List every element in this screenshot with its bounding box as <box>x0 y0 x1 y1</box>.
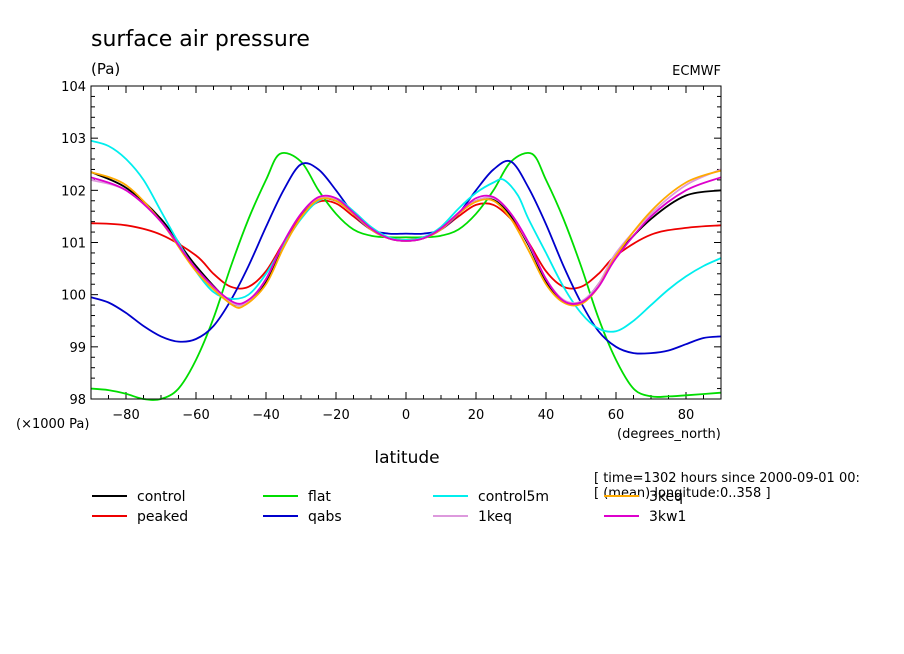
y-tick-label: 98 <box>69 393 86 408</box>
y-tick-label: 103 <box>61 132 86 147</box>
chart-source: ECMWF <box>672 64 721 79</box>
y-tick-label: 99 <box>69 341 86 356</box>
y-tick-label: 100 <box>61 289 86 304</box>
x-tick-label: −40 <box>252 408 279 423</box>
info-line-time: [ time=1302 hours since 2000-09-01 00: <box>594 471 860 486</box>
series-line-qabs <box>90 159 722 355</box>
chart-title: surface air pressure <box>91 27 310 52</box>
y-scale-label: (×1000 Pa) <box>16 417 89 432</box>
series-line-3kw1 <box>90 176 722 305</box>
x-tick-label: 40 <box>538 408 555 423</box>
x-axis-title: latitude <box>374 448 439 468</box>
axis-ticks: −80 −60 −40 −20 0 20 40 60 80 98 99 100 101 102 103 104 <box>61 80 722 423</box>
legend-label-peaked: peaked <box>137 509 188 525</box>
series-line-control5m <box>90 139 722 333</box>
info-line-longitude: [ (mean) longitude:0..358 ] <box>594 486 771 501</box>
legend: control peaked flat qabs control5m 1keq 3keq 3k… <box>92 489 686 525</box>
legend-label-1keq: 1keq <box>478 509 512 525</box>
series-lines <box>90 139 722 401</box>
x-tick-label: 0 <box>402 408 410 423</box>
legend-label-qabs: qabs <box>308 509 342 525</box>
x-unit-label: (degrees_north) <box>617 427 721 442</box>
y-tick-label: 102 <box>61 184 86 199</box>
x-tick-label: −60 <box>182 408 209 423</box>
legend-label-control5m: control5m <box>478 489 549 505</box>
x-tick-label: −80 <box>112 408 139 423</box>
legend-label-3keq: 3keq <box>649 489 683 505</box>
plot-frame <box>90 85 722 400</box>
x-tick-label: 60 <box>608 408 625 423</box>
legend-label-3kw1: 3kw1 <box>649 509 686 525</box>
y-tick-label: 104 <box>61 80 86 95</box>
series-line-flat <box>90 152 722 401</box>
chart-units: (Pa) <box>91 60 120 78</box>
x-tick-label: −20 <box>322 408 349 423</box>
legend-label-control: control <box>137 489 186 505</box>
y-tick-label: 101 <box>61 237 86 252</box>
x-tick-label: 80 <box>678 408 695 423</box>
x-tick-label: 20 <box>468 408 485 423</box>
legend-label-flat: flat <box>308 489 331 505</box>
